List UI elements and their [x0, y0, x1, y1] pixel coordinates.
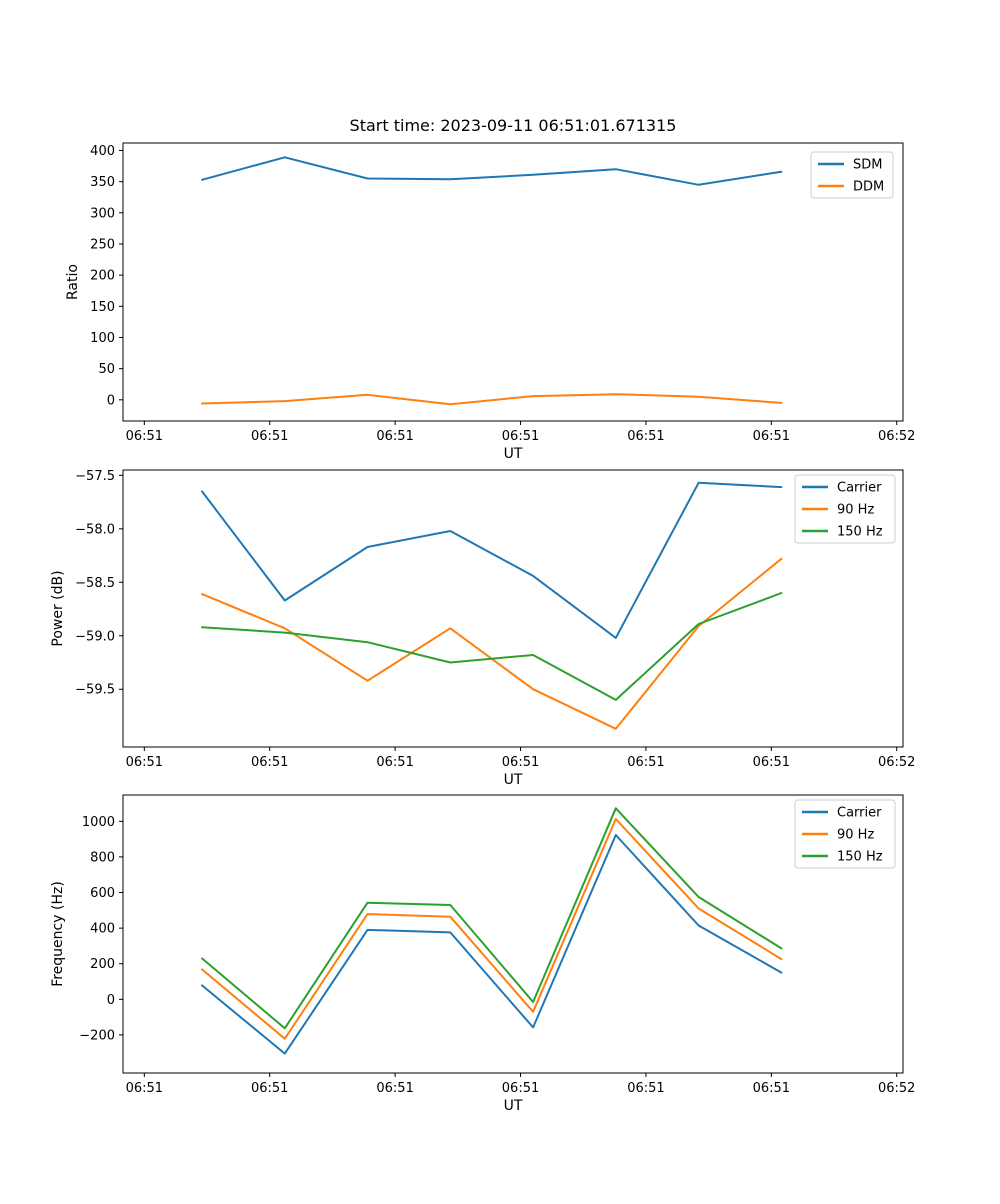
- subplot-0: 06:51 06:51 06:51 06:51 06:51 06:51 06:52 0 50 10…: [65, 142, 915, 462]
- x-tick-label: 06:52: [878, 755, 915, 770]
- series-line-150-hz: [201, 807, 783, 1030]
- y-tick-label: 200: [90, 957, 115, 972]
- legend: Carrier 90 Hz 150 Hz: [794, 474, 896, 544]
- x-tick-label: 06:51: [251, 429, 288, 444]
- legend: SDM DDM: [810, 151, 894, 199]
- x-axis-label: UT: [504, 772, 523, 788]
- legend-label: 150 Hz: [837, 525, 883, 540]
- y-tick-label: 200: [90, 269, 115, 284]
- y-tick-label: −57.5: [75, 469, 115, 484]
- axes-frame: [122, 794, 904, 1074]
- x-axis-label: UT: [504, 1098, 523, 1114]
- y-tick-label: 400: [90, 144, 115, 159]
- x-tick-label: 06:51: [376, 755, 413, 770]
- y-tick-label: 300: [90, 206, 115, 221]
- y-tick-label: −59.0: [75, 629, 115, 644]
- axes-frame: [122, 469, 904, 748]
- x-tick-label: 06:51: [502, 755, 539, 770]
- x-tick-label: 06:51: [502, 1081, 539, 1096]
- x-tick-label: 06:51: [753, 755, 790, 770]
- y-tick-label: 400: [90, 922, 115, 937]
- series-line-ddm: [201, 393, 783, 406]
- y-tick-label: 150: [90, 300, 115, 315]
- subplot-1: 06:51 06:51 06:51 06:51 06:51 06:51 06:52 −57.5…: [50, 469, 915, 788]
- figure-title: Start time: 2023-09-11 06:51:01.671315: [349, 116, 677, 135]
- y-tick-label: 0: [107, 993, 115, 1008]
- series-line-carrier: [201, 834, 783, 1055]
- x-tick-label: 06:51: [126, 1081, 163, 1096]
- series-line-90-hz: [201, 557, 783, 730]
- y-tick-label: 50: [98, 362, 115, 377]
- legend-label: Carrier: [837, 806, 882, 821]
- y-tick-label: 350: [90, 175, 115, 190]
- x-tick-label: 06:51: [251, 755, 288, 770]
- y-tick-label: −58.5: [75, 576, 115, 591]
- x-tick-label: 06:51: [126, 429, 163, 444]
- x-tick-label: 06:52: [878, 429, 915, 444]
- y-tick-label: 800: [90, 850, 115, 865]
- x-tick-label: 06:51: [753, 429, 790, 444]
- legend-label: 150 Hz: [837, 850, 883, 865]
- x-axis-label: UT: [504, 446, 523, 462]
- x-tick-label: 06:51: [376, 1081, 413, 1096]
- y-tick-label: 1000: [82, 815, 115, 830]
- axes-frame: [122, 142, 904, 422]
- subplot-2: 06:51 06:51 06:51 06:51 06:51 06:51 06:52 1000 8…: [50, 794, 915, 1114]
- series-line-sdm: [201, 156, 783, 186]
- x-tick-label: 06:51: [753, 1081, 790, 1096]
- y-tick-label: 250: [90, 237, 115, 252]
- x-tick-label: 06:51: [126, 755, 163, 770]
- x-tick-label: 06:51: [627, 429, 664, 444]
- y-axis-label: Frequency (Hz): [50, 881, 66, 987]
- y-axis-label: Power (dB): [50, 570, 66, 646]
- legend-label: 90 Hz: [837, 503, 874, 518]
- legend-box: [794, 799, 896, 869]
- x-tick-label: 06:51: [502, 429, 539, 444]
- y-tick-label: −58.0: [75, 522, 115, 537]
- legend-label: DDM: [853, 180, 884, 195]
- y-tick-label: 600: [90, 886, 115, 901]
- legend-label: Carrier: [837, 481, 882, 496]
- x-tick-label: 06:52: [878, 1081, 915, 1096]
- legend-label: SDM: [853, 158, 882, 173]
- legend: Carrier 90 Hz 150 Hz: [794, 799, 896, 869]
- y-tick-label: −59.5: [75, 683, 115, 698]
- series-line-90-hz: [201, 818, 783, 1040]
- x-tick-label: 06:51: [251, 1081, 288, 1096]
- y-axis-label: Ratio: [65, 264, 81, 300]
- series-line-150-hz: [201, 592, 783, 701]
- legend-label: 90 Hz: [837, 828, 874, 843]
- y-tick-label: −200: [79, 1028, 115, 1043]
- y-tick-label: 0: [107, 393, 115, 408]
- series-line-carrier: [201, 481, 783, 639]
- y-tick-label: 100: [90, 331, 115, 346]
- x-tick-label: 06:51: [376, 429, 413, 444]
- x-tick-label: 06:51: [627, 755, 664, 770]
- x-tick-label: 06:51: [627, 1081, 664, 1096]
- legend-box: [794, 474, 896, 544]
